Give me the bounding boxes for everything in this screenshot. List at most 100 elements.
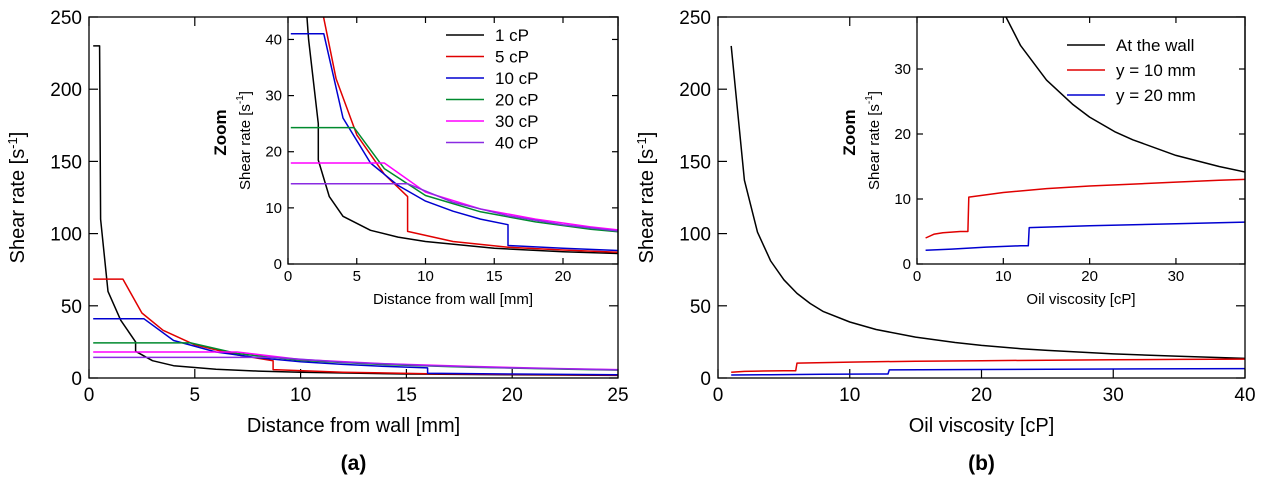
legend-entry: 40 cP (495, 134, 538, 153)
series-line-10-cp (93, 318, 618, 376)
x-tick-label: 30 (1103, 385, 1124, 406)
y-tick-label: 100 (50, 225, 82, 246)
y-tick-label: 10 (894, 191, 911, 208)
series-line-y-10-mm (731, 358, 1245, 373)
zoom-label: Zoom (211, 109, 230, 155)
y-axis-label-end: ] (7, 132, 29, 138)
y-tick-label: 50 (61, 297, 82, 318)
y-axis-label-end: ] (237, 91, 254, 95)
series-line-10-cp (290, 33, 618, 252)
y-axis-label-exponent: -1 (235, 95, 246, 104)
x-tick-label: 25 (607, 385, 628, 406)
inset-background (917, 17, 1245, 264)
x-tick-label: 0 (284, 268, 292, 285)
y-axis-label: Shear rate [s-1] (5, 132, 29, 264)
series-line-5-cp (93, 278, 618, 376)
y-tick-label: 20 (894, 126, 911, 143)
y-axis-label: Shear rate [s-1] (235, 91, 254, 190)
x-tick-label: 10 (290, 385, 311, 406)
legend-entry: y = 20 mm (1116, 86, 1196, 105)
x-axis-label: Distance from wall [mm] (373, 291, 533, 308)
series-group (925, 17, 1245, 252)
x-tick-label: 20 (555, 268, 572, 285)
x-tick-label: 20 (1081, 268, 1098, 285)
series-line-y-10-mm (925, 178, 1245, 239)
x-tick-label: 5 (190, 385, 201, 406)
panel-label-b: (b) (968, 452, 995, 475)
panel-label-a: (a) (341, 452, 367, 475)
y-axis-label-end: ] (636, 132, 658, 138)
series-group (730, 45, 1245, 376)
y-tick-label: 250 (50, 8, 82, 29)
x-axis-label: Oil viscosity [cP] (909, 415, 1055, 437)
x-tick-label: 0 (913, 268, 921, 285)
series-line-20-cp (290, 126, 618, 233)
legend-entry: 5 cP (495, 48, 529, 67)
y-tick-label: 0 (274, 256, 282, 273)
x-tick-label: 15 (396, 385, 417, 406)
series-line-40-cp (290, 182, 618, 232)
y-tick-label: 30 (894, 61, 911, 78)
x-tick-label: 20 (971, 385, 992, 406)
y-tick-label: 100 (679, 225, 711, 246)
legend-entry: 1 cP (495, 26, 529, 45)
x-tick-label: 20 (502, 385, 523, 406)
y-axis-label-text: Shear rate [s (7, 149, 29, 264)
inset-frame-a (287, 16, 619, 265)
x-tick-label: 5 (353, 268, 361, 285)
legend-entry: y = 10 mm (1116, 61, 1196, 80)
y-axis-label-exponent: -1 (5, 137, 20, 149)
y-tick-label: 40 (265, 31, 282, 48)
inset-frame-b (916, 16, 1246, 265)
y-axis-label-exponent: -1 (634, 137, 649, 149)
y-axis-label-exponent: -1 (864, 95, 875, 104)
y-tick-label: 10 (265, 200, 282, 217)
x-tick-label: 40 (1234, 385, 1255, 406)
y-tick-label: 20 (265, 144, 282, 161)
legend-entry: 30 cP (495, 112, 538, 131)
y-tick-label: 200 (50, 80, 82, 101)
legend-entry: At the wall (1116, 36, 1194, 55)
y-tick-label: 30 (265, 88, 282, 105)
series-line-at-the-wall (1005, 17, 1245, 173)
legend-entry: 10 cP (495, 69, 538, 88)
series-line-30-cp (93, 351, 618, 371)
y-axis-label-text: Shear rate [s (237, 104, 254, 190)
y-tick-label: 0 (700, 369, 711, 390)
x-tick-label: 0 (84, 385, 95, 406)
y-axis-label-text: Shear rate [s (636, 149, 658, 264)
y-axis-label-end: ] (866, 91, 883, 95)
series-group (93, 45, 618, 377)
y-axis-label: Shear rate [s-1] (864, 91, 883, 190)
y-axis-label-text: Shear rate [s (866, 104, 883, 190)
x-tick-label: 10 (417, 268, 434, 285)
series-line-40-cp (93, 356, 618, 371)
x-axis-label: Distance from wall [mm] (247, 415, 460, 437)
series-line-y-20-mm (925, 221, 1245, 252)
series-line-y-20-mm (731, 367, 1245, 376)
x-axis-label: Oil viscosity [cP] (1026, 291, 1135, 308)
x-tick-label: 0 (713, 385, 724, 406)
series-group (290, 17, 618, 255)
x-tick-label: 30 (1168, 268, 1185, 285)
series-line-1-cp (306, 17, 618, 255)
y-tick-label: 150 (679, 152, 711, 173)
x-tick-label: 15 (486, 268, 503, 285)
legend-entry: 20 cP (495, 91, 538, 110)
y-tick-label: 0 (71, 369, 82, 390)
x-tick-label: 10 (839, 385, 860, 406)
series-line-at-the-wall (730, 45, 1245, 360)
y-tick-label: 50 (690, 297, 711, 318)
y-tick-label: 200 (679, 80, 711, 101)
legend: At the wall y = 10 mm y = 20 mm (1067, 36, 1196, 105)
y-tick-label: 0 (903, 256, 911, 273)
y-tick-label: 150 (50, 152, 82, 173)
legend: 1 cP 5 cP 10 cP 20 cP 30 cP 40 cP (446, 26, 538, 153)
x-tick-label: 10 (995, 268, 1012, 285)
series-line-5-cp (322, 17, 618, 253)
y-axis-label: Shear rate [s-1] (634, 132, 658, 264)
